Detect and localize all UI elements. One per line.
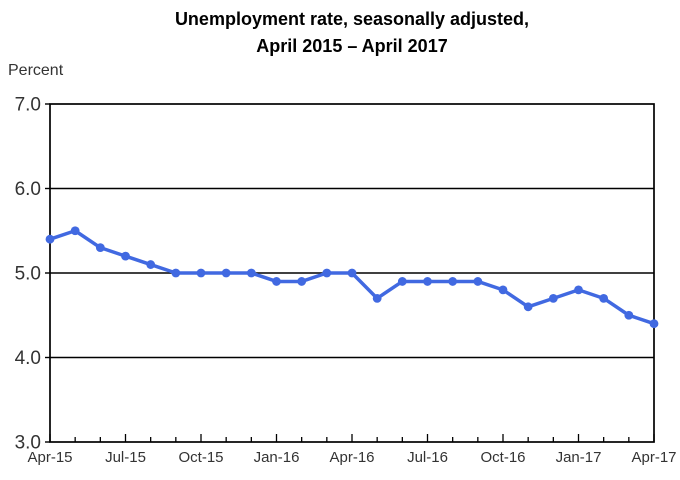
x-axis-tick-label: Jan-16 [254, 449, 300, 466]
data-point [196, 268, 206, 278]
x-axis-tick-label: Jul-15 [105, 449, 146, 466]
data-point [574, 285, 583, 295]
data-point [423, 277, 432, 286]
y-axis-tick-label: 7.0 [15, 95, 41, 116]
data-point [297, 277, 307, 286]
x-axis-tick-label: Apr-16 [329, 449, 374, 466]
data-point [599, 293, 609, 303]
y-axis-tick-label: 4.0 [15, 348, 41, 369]
x-axis-tick-label: Oct-16 [480, 449, 525, 466]
y-axis-tick-label: 6.0 [15, 179, 41, 200]
data-point [95, 243, 105, 253]
data-point [246, 268, 256, 278]
data-point [171, 268, 181, 278]
x-axis-tick-label: Oct-15 [178, 449, 223, 466]
data-point [146, 260, 156, 269]
chart-title-line2: April 2015 – April 2017 [256, 36, 448, 56]
data-point [221, 268, 231, 278]
data-point [322, 268, 332, 278]
x-axis-tick-label: Apr-17 [631, 449, 676, 466]
data-point [121, 251, 130, 261]
data-point [347, 268, 357, 278]
x-axis-tick-label: Apr-15 [27, 449, 72, 466]
data-point [523, 302, 533, 312]
data-point [70, 226, 80, 236]
data-point [498, 285, 508, 295]
y-axis-tick-label: 5.0 [15, 264, 41, 285]
data-point [397, 277, 407, 286]
y-axis-tick-label: 3.0 [15, 433, 41, 454]
data-point [649, 319, 659, 329]
x-axis-tick-label: Jul-16 [407, 449, 448, 466]
x-axis-tick-label: Jan-17 [556, 449, 602, 466]
data-point [548, 293, 558, 303]
data-point [448, 277, 458, 286]
y-axis-unit-label: Percent [8, 62, 64, 79]
data-point [372, 293, 382, 303]
data-point [272, 277, 281, 286]
data-point [45, 234, 55, 244]
chart-title: Unemployment rate, seasonally adjusted, … [50, 6, 654, 60]
data-point [473, 277, 483, 286]
data-point [624, 310, 634, 320]
chart-title-line1: Unemployment rate, seasonally adjusted, [174, 9, 530, 29]
